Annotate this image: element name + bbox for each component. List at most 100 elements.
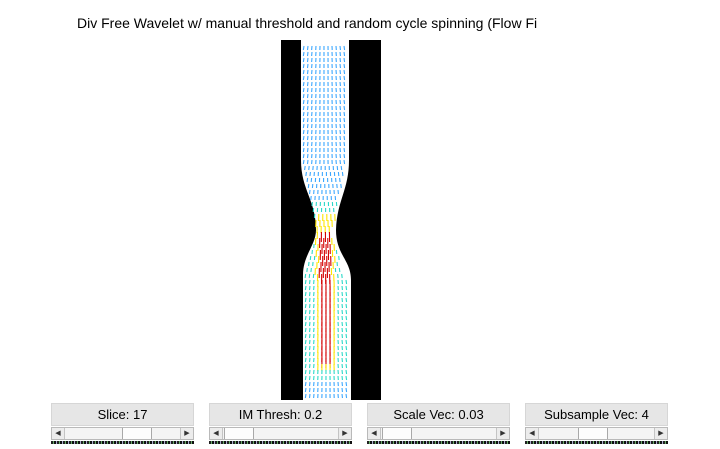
velocity-arrow	[306, 105, 309, 111]
velocity-arrow	[302, 111, 305, 117]
figure-title: Div Free Wavelet w/ manual threshold and…	[77, 15, 538, 31]
velocity-arrow	[306, 69, 309, 75]
velocity-arrow	[306, 141, 309, 147]
velocity-arrow	[306, 159, 309, 165]
velocity-arrow	[302, 75, 305, 81]
slider-shadow	[51, 441, 194, 444]
velocity-arrow	[304, 333, 307, 339]
velocity-arrow	[345, 309, 348, 315]
velocity-arrow	[308, 309, 311, 315]
velocity-arrow	[308, 339, 311, 345]
subsample-vec-control: Subsample Vec: 4 ◀ ▶	[525, 403, 668, 444]
velocity-arrow	[345, 393, 348, 399]
velocity-arrow	[308, 321, 311, 327]
velocity-arrow	[305, 171, 307, 177]
slider-shadow	[367, 441, 510, 444]
im-thresh-slider-thumb[interactable]	[224, 428, 254, 439]
velocity-arrow	[304, 309, 307, 315]
velocity-arrow	[306, 75, 309, 81]
velocity-arrow	[343, 69, 346, 75]
velocity-arrow	[308, 387, 311, 393]
velocity-arrow	[308, 381, 311, 387]
subsample-vec-slider[interactable]: ◀ ▶	[525, 427, 668, 440]
left-arrow-icon[interactable]: ◀	[368, 428, 381, 439]
slice-slider-thumb[interactable]	[122, 428, 152, 439]
velocity-arrow	[345, 345, 348, 351]
velocity-arrow	[302, 51, 305, 57]
velocity-arrow	[306, 111, 309, 117]
velocity-arrow	[304, 279, 307, 285]
slice-label: Slice: 17	[51, 403, 194, 426]
velocity-arrow	[306, 45, 309, 51]
velocity-arrow	[345, 351, 348, 357]
velocity-arrow	[343, 81, 346, 87]
velocity-arrow	[302, 81, 305, 87]
velocity-arrow	[308, 345, 311, 351]
velocity-arrow	[343, 105, 346, 111]
slider-shadow	[525, 441, 668, 444]
velocity-arrow	[308, 333, 311, 339]
velocity-arrow	[304, 381, 307, 387]
velocity-arrow	[343, 111, 346, 117]
right-arrow-icon[interactable]: ▶	[338, 428, 351, 439]
right-arrow-icon[interactable]: ▶	[180, 428, 193, 439]
velocity-arrow	[308, 303, 311, 309]
left-arrow-icon[interactable]: ◀	[52, 428, 65, 439]
velocity-arrow	[302, 93, 305, 99]
velocity-arrow	[343, 159, 346, 165]
velocity-arrow	[343, 141, 346, 147]
velocity-arrow	[302, 123, 305, 129]
velocity-arrow	[345, 303, 348, 309]
velocity-arrow	[304, 285, 307, 291]
velocity-arrow	[345, 321, 348, 327]
velocity-arrow	[308, 369, 311, 375]
velocity-arrow	[302, 57, 305, 63]
velocity-arrow	[343, 123, 346, 129]
left-arrow-icon[interactable]: ◀	[210, 428, 223, 439]
left-arrow-icon[interactable]: ◀	[526, 428, 539, 439]
velocity-arrow	[308, 315, 311, 321]
subsample-vec-slider-thumb[interactable]	[578, 428, 608, 439]
scale-vec-slider-thumb[interactable]	[382, 428, 412, 439]
velocity-arrow	[345, 333, 348, 339]
slice-slider[interactable]: ◀ ▶	[51, 427, 194, 440]
velocity-arrow	[343, 147, 346, 153]
velocity-arrow	[343, 93, 346, 99]
velocity-arrow	[306, 147, 309, 153]
velocity-arrow	[341, 171, 344, 177]
velocity-arrow	[304, 363, 307, 369]
velocity-arrow	[345, 327, 348, 333]
velocity-arrow	[345, 339, 348, 345]
velocity-arrow	[345, 315, 348, 321]
right-arrow-icon[interactable]: ▶	[654, 428, 667, 439]
velocity-arrow	[304, 303, 307, 309]
velocity-arrow	[343, 135, 346, 141]
velocity-arrow	[345, 297, 348, 303]
velocity-arrow	[306, 51, 309, 57]
velocity-arrow	[304, 357, 307, 363]
velocity-arrow	[302, 141, 305, 147]
velocity-arrow	[302, 87, 305, 93]
velocity-arrow	[308, 375, 311, 381]
velocity-arrow	[343, 153, 346, 159]
velocity-arrow	[304, 375, 307, 381]
velocity-arrow	[308, 285, 311, 291]
velocity-arrow	[304, 339, 307, 345]
velocity-arrow	[308, 363, 311, 369]
scale-vec-control: Scale Vec: 0.03 ◀ ▶	[367, 403, 510, 444]
scale-vec-slider[interactable]: ◀ ▶	[367, 427, 510, 440]
velocity-arrow	[345, 285, 348, 291]
im-thresh-label: IM Thresh: 0.2	[209, 403, 352, 426]
velocity-arrow	[308, 393, 311, 399]
right-arrow-icon[interactable]: ▶	[496, 428, 509, 439]
velocity-arrow	[343, 87, 346, 93]
velocity-arrow	[308, 351, 311, 357]
velocity-arrow	[306, 129, 309, 135]
velocity-arrow	[343, 51, 346, 57]
velocity-arrow	[306, 93, 309, 99]
velocity-arrow	[306, 123, 309, 129]
velocity-arrow	[304, 321, 307, 327]
im-thresh-slider[interactable]: ◀ ▶	[209, 427, 352, 440]
velocity-arrow	[345, 381, 348, 387]
velocity-arrow	[302, 63, 305, 69]
